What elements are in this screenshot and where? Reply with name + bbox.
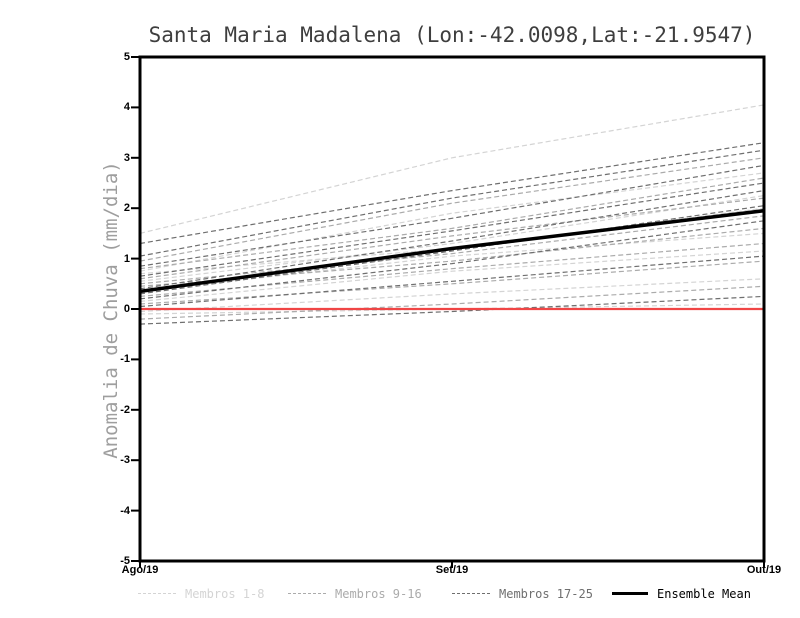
y-tick-label: 0 [123, 303, 130, 315]
legend-item-membros-17-25: Membros 17-25 [452, 586, 593, 601]
dashed-line-sample [138, 593, 176, 594]
x-tick-label: Set/19 [435, 564, 469, 576]
member-line [139, 142, 765, 245]
legend-item-membros-1-8: Membros 1-8 [138, 586, 264, 601]
member-line [139, 190, 765, 290]
legend-item-ensemble-mean: Ensemble Mean [612, 586, 751, 601]
member-line [139, 232, 765, 292]
y-tick-label: -3 [120, 454, 130, 467]
dashed-line-sample [452, 593, 490, 594]
y-tick-label: 3 [123, 151, 130, 164]
y-tick-label: -4 [120, 504, 130, 517]
y-tick-label: 2 [123, 202, 130, 215]
member-line [139, 195, 765, 282]
member-line [139, 164, 765, 267]
member-line [139, 260, 765, 305]
member-line [139, 157, 765, 262]
member-line [139, 278, 765, 313]
member-line [139, 285, 765, 320]
member-line [139, 149, 765, 257]
legend-label: Membros 9-16 [335, 586, 422, 601]
chart-title: Santa Maria Madalena (Lon:-42.0098,Lat:-… [148, 23, 756, 47]
legend-label: Ensemble Mean [657, 586, 751, 601]
y-tick-label: 1 [123, 252, 130, 265]
member-line [139, 177, 765, 270]
dashed-line-sample [288, 593, 326, 594]
y-tick-label: -5 [120, 555, 130, 567]
member-line [139, 182, 765, 277]
x-tick-label: Ago/19 [121, 564, 159, 576]
member-line [139, 220, 765, 300]
legend-label: Membros 17-25 [499, 586, 593, 601]
x-tick-label: Out/19 [746, 564, 782, 576]
legend-label: Membros 1-8 [185, 586, 265, 601]
y-tick-label: 5 [123, 51, 130, 63]
member-line [139, 255, 765, 308]
member-line [139, 205, 765, 295]
y-tick-label: -1 [120, 353, 130, 366]
y-tick-label: 4 [123, 101, 130, 114]
member-line [139, 197, 765, 280]
ensemble-mean-line [139, 208, 765, 294]
member-line [139, 295, 765, 325]
member-line [139, 215, 765, 285]
member-line [139, 104, 765, 234]
member-line [139, 250, 765, 302]
solid-line-sample [612, 592, 648, 595]
member-line [139, 172, 765, 272]
legend-item-membros-9-16: Membros 9-16 [288, 586, 422, 601]
y-tick-label: -2 [120, 403, 130, 416]
